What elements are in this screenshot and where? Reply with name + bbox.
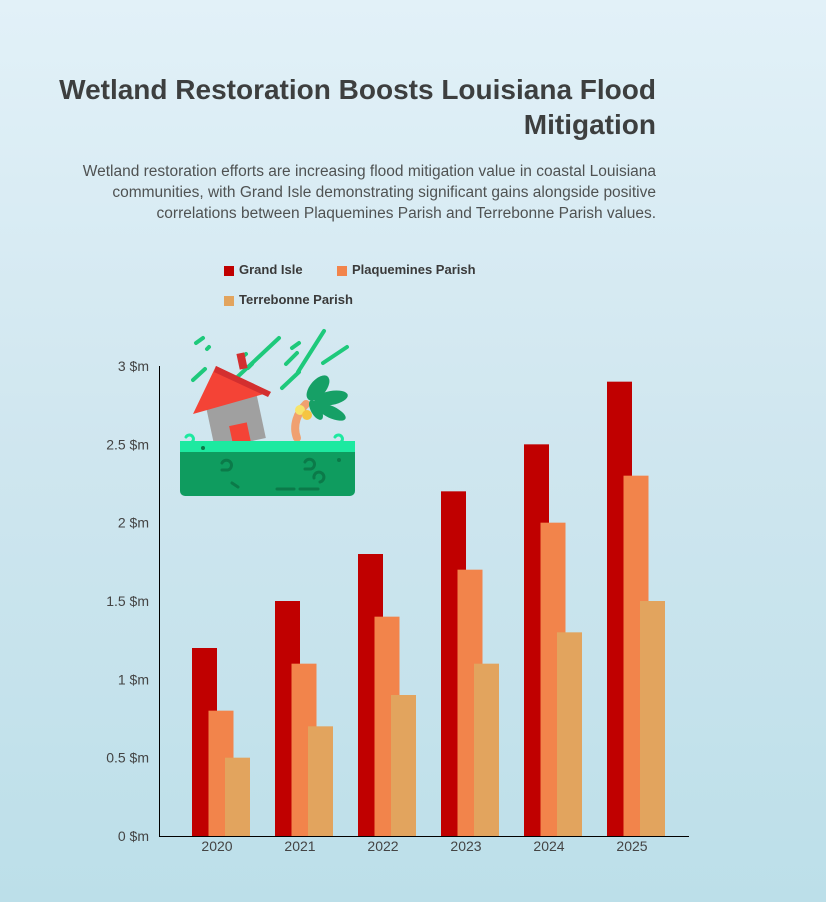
flooded-house-icon (180, 329, 355, 496)
legend-label: Terrebonne Parish (239, 292, 353, 307)
legend-item-grand-isle: Grand Isle (224, 262, 303, 277)
x-tick-label: 2020 (201, 838, 232, 854)
y-tick-label: 1 $m (118, 671, 149, 687)
y-tick-label: 1.5 $m (106, 593, 149, 609)
y-tick-label: 2 $m (118, 515, 149, 531)
bar-terrebonne-parish-2021 (308, 726, 333, 836)
bar-terrebonne-parish-2023 (474, 663, 499, 836)
chart-subtitle: Wetland restoration efforts are increasi… (82, 163, 656, 222)
x-axis-ticks: 2020 2021 2022 2023 2024 2025 (201, 838, 647, 854)
y-tick-label: 3 $m (118, 358, 149, 374)
x-tick-label: 2022 (367, 838, 398, 854)
bar-terrebonne-parish-2020 (225, 757, 250, 836)
legend-label: Plaquemines Parish (352, 262, 476, 277)
y-tick-label: 0 $m (118, 828, 149, 844)
chart-title: Wetland Restoration Boosts Louisiana Flo… (59, 74, 656, 140)
x-tick-label: 2021 (284, 838, 315, 854)
bars-group (192, 381, 665, 836)
y-tick-label: 0.5 $m (106, 750, 149, 766)
x-tick-label: 2024 (533, 838, 564, 854)
bar-terrebonne-parish-2025 (640, 601, 665, 836)
x-tick-label: 2025 (616, 838, 647, 854)
legend-swatch (337, 266, 347, 276)
bar-terrebonne-parish-2024 (557, 632, 582, 836)
bar-terrebonne-parish-2022 (391, 695, 416, 836)
legend-swatch (224, 266, 234, 276)
y-tick-label: 2.5 $m (106, 436, 149, 452)
legend-item-plaquemines-parish: Plaquemines Parish (337, 262, 476, 277)
x-tick-label: 2023 (450, 838, 481, 854)
legend-label: Grand Isle (239, 262, 303, 277)
legend-swatch (224, 296, 234, 306)
y-axis-ticks: 0 $m 0.5 $m 1 $m 1.5 $m 2 $m 2.5 $m 3 $m (106, 358, 149, 844)
legend-item-terrebonne-parish: Terrebonne Parish (224, 292, 353, 307)
